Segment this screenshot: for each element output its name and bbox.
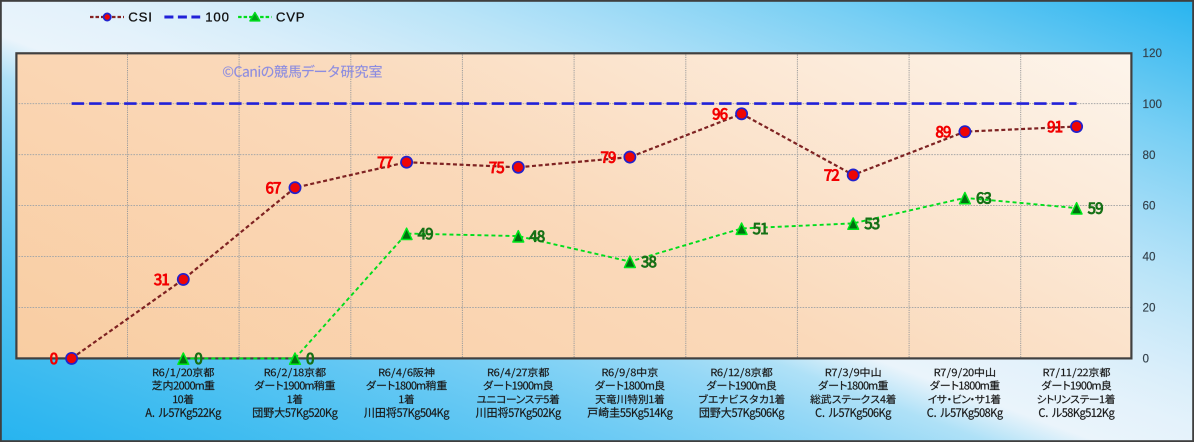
svg-text:CVP: CVP (276, 10, 306, 25)
svg-text:0: 0 (1143, 353, 1150, 366)
svg-text:20: 20 (1143, 302, 1157, 315)
svg-text:100: 100 (205, 10, 229, 25)
svg-text:60: 60 (1143, 200, 1157, 213)
svg-text:100: 100 (1143, 98, 1163, 111)
svg-text:CSI: CSI (128, 10, 152, 25)
svg-text:40: 40 (1143, 251, 1157, 264)
svg-text:120: 120 (1143, 47, 1163, 60)
svg-text:80: 80 (1143, 149, 1157, 162)
